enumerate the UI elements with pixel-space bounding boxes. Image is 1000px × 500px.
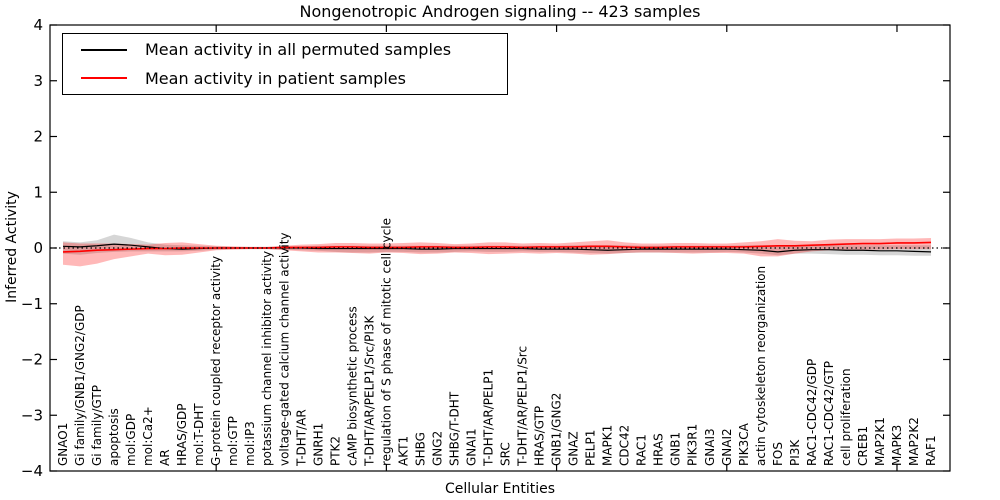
y-tick-label: 1	[33, 183, 43, 201]
x-category-label: mol:IP3	[243, 421, 257, 466]
x-category-label: GNAI2	[720, 428, 734, 466]
x-category-label: GNRH1	[311, 423, 325, 466]
x-category-label: mol:T-DHT	[192, 403, 206, 466]
x-category-label: GNAI1	[464, 428, 478, 466]
x-category-label: PIK3R1	[686, 424, 700, 466]
x-category-label: GNAZ	[567, 431, 581, 466]
x-category-label: potassium channel inhibitor activity	[260, 251, 274, 466]
x-category-label: T-DHT/AR	[294, 409, 308, 467]
x-category-label: regulation of S phase of mitotic cell cy…	[379, 218, 393, 466]
x-category-label: CDC42	[618, 425, 632, 466]
patient-range-band	[63, 237, 932, 267]
x-category-label: T-DHT/AR/PELP1/Src/PI3K	[362, 314, 376, 467]
x-category-label: cAMP biosynthetic process	[345, 306, 359, 466]
legend: Mean activity in all permuted samples Me…	[62, 33, 508, 95]
legend-entry-permuted: Mean activity in all permuted samples	[81, 37, 507, 63]
x-category-label: SRC	[499, 442, 513, 466]
x-category-label: RAC1-CDC42/GTP	[822, 361, 836, 466]
x-category-label: mol:GTP	[226, 416, 240, 466]
x-category-label: PIK3CA	[737, 422, 751, 466]
x-category-label: SHBG/T-DHT	[447, 391, 461, 466]
y-tick-label: 0	[33, 239, 43, 257]
x-category-label: AR	[158, 449, 172, 466]
y-tick-label: −3	[21, 406, 43, 424]
x-category-label: HRAS	[652, 433, 666, 466]
chart-title: Nongenotropic Androgen signaling -- 423 …	[299, 2, 701, 21]
x-category-label: RAC1-CDC42/GDP	[805, 359, 819, 466]
x-category-label: apoptosis	[107, 408, 121, 466]
x-category-label: HRAS/GDP	[175, 403, 189, 466]
x-category-label: MAPK3	[890, 425, 904, 466]
x-category-label: Gi family/GNB1/GNG2/GDP	[73, 305, 87, 466]
legend-entry-patient: Mean activity in patient samples	[81, 65, 507, 91]
x-category-label: G-protein coupled receptor activity	[209, 256, 223, 466]
x-category-label: GNAI3	[703, 428, 717, 466]
x-category-label: MAP2K1	[873, 417, 887, 466]
x-category-label: FOS	[771, 442, 785, 466]
y-tick-label: 2	[33, 128, 43, 146]
x-category-label: CREB1	[856, 426, 870, 466]
x-category-label: mol:Ca2+	[141, 406, 155, 466]
x-category-label: mol:GDP	[124, 414, 138, 466]
x-category-label: PTK2	[328, 436, 342, 466]
permuted-range-band	[63, 234, 932, 256]
x-category-label: cell proliferation	[839, 368, 853, 466]
legend-line-permuted-icon	[81, 48, 127, 51]
x-category-label: MAPK1	[601, 425, 615, 466]
x-axis-label: Cellular Entities	[444, 481, 556, 497]
y-tick-label: −4	[21, 462, 43, 480]
x-category-label: PI3K	[788, 439, 802, 466]
x-category-label: Gi family/GTP	[90, 385, 104, 466]
x-category-label: MAP2K2	[907, 417, 921, 466]
x-category-label: PELP1	[584, 430, 598, 466]
x-category-label: T-DHT/AR/PELP1	[482, 369, 496, 467]
legend-line-patient-icon	[81, 77, 127, 80]
x-category-label: SHBG	[413, 432, 427, 466]
x-category-label: RAF1	[924, 435, 938, 466]
legend-label-permuted: Mean activity in all permuted samples	[145, 40, 452, 60]
x-category-label: AKT1	[396, 436, 410, 466]
x-category-label: RAC1	[635, 434, 649, 466]
x-category-label: HRAS/GTP	[533, 406, 547, 466]
x-category-label: actin cytoskeleton reorganization	[754, 266, 768, 466]
legend-label-patient: Mean activity in patient samples	[145, 68, 406, 88]
x-category-label: T-DHT/AR/PELP1/Src	[516, 346, 530, 467]
y-tick-label: −2	[21, 351, 43, 369]
y-tick-label: −1	[21, 295, 43, 313]
x-category-label: GNAO1	[56, 423, 70, 466]
x-category-label: GNB1	[669, 432, 683, 466]
y-tick-label: 4	[33, 16, 43, 34]
y-axis-label: Inferred Activity	[4, 191, 20, 303]
x-category-label: voltage-gated calcium channel activity	[277, 232, 291, 466]
x-category-label: GNG2	[430, 431, 444, 466]
x-category-label: GNB1/GNG2	[550, 393, 564, 466]
y-tick-label: 3	[33, 72, 43, 90]
